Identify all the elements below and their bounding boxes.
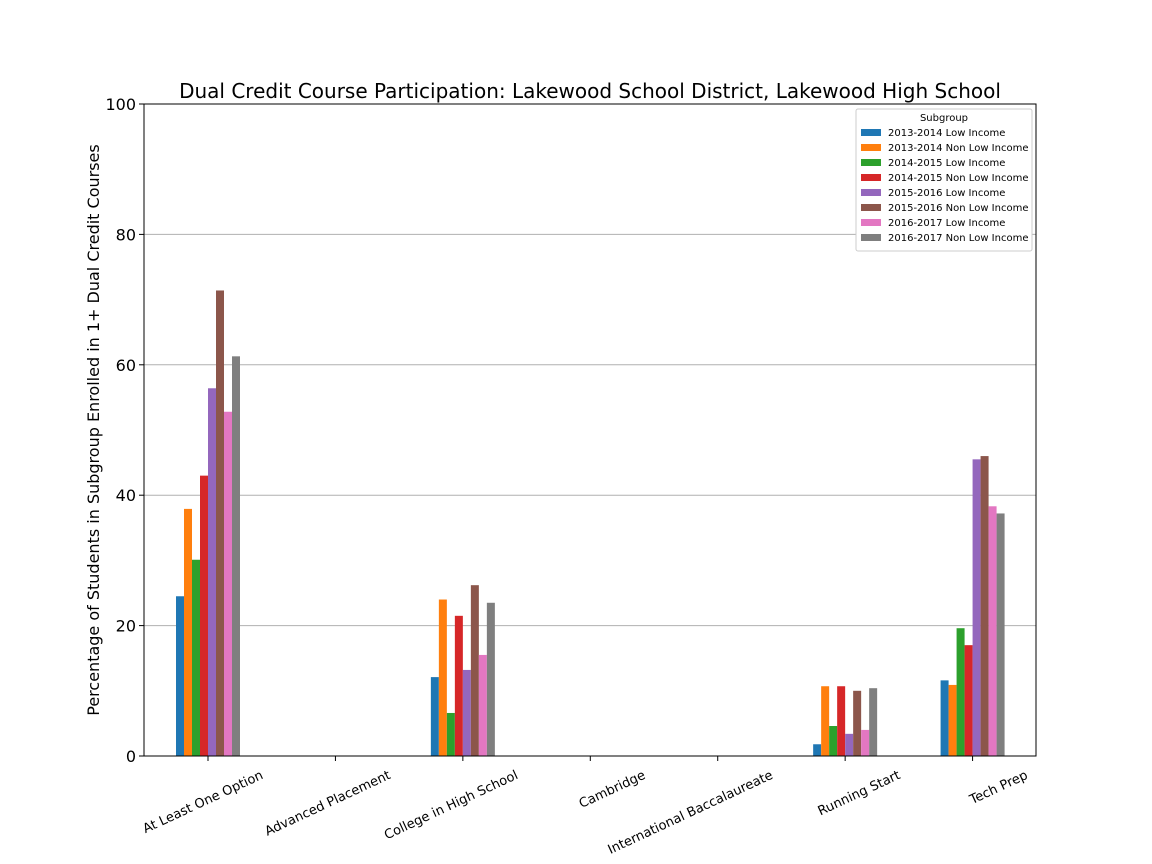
- bar: [829, 726, 838, 756]
- bar: [988, 506, 997, 756]
- bar: [184, 508, 192, 756]
- legend-entry: 2013-2014 Non Low Income: [888, 143, 1028, 154]
- bar: [462, 669, 471, 756]
- bar: [438, 599, 447, 756]
- y-tick-label: 0: [126, 747, 136, 766]
- x-tick-label: College in High School: [382, 768, 520, 843]
- gridlines: [144, 233, 1036, 627]
- y-tick-label: 100: [105, 95, 136, 114]
- x-tick-label: Tech Prep: [967, 768, 1031, 808]
- legend-title: Subgroup: [920, 113, 968, 124]
- x-tick-label: Running Start: [816, 768, 903, 819]
- y-tick-label: 60: [116, 356, 136, 375]
- x-tick-label: Cambridge: [577, 768, 648, 812]
- bar: [853, 690, 862, 756]
- legend-swatch: [861, 189, 881, 196]
- bar: [861, 729, 870, 756]
- bar: [232, 356, 240, 756]
- bar: [972, 459, 981, 756]
- y-tick-label: 40: [116, 486, 136, 505]
- legend-entry: 2016-2017 Low Income: [888, 218, 1005, 229]
- bar: [470, 585, 479, 756]
- bar: [430, 677, 439, 756]
- legend-entry: 2015-2016 Non Low Income: [888, 203, 1028, 214]
- bar: [996, 513, 1005, 756]
- legend-swatch: [861, 204, 881, 211]
- x-tick-label: Advanced Placement: [263, 768, 393, 839]
- bar: [224, 411, 232, 756]
- bar: [837, 686, 846, 756]
- y-tick-label: 80: [116, 225, 136, 244]
- bars: [176, 290, 1005, 756]
- bar: [192, 559, 200, 756]
- legend-swatch: [861, 159, 881, 166]
- bar: [478, 654, 487, 756]
- legend-box: [855, 108, 1033, 252]
- y-tick-label: 20: [116, 617, 136, 636]
- legend-entry: 2015-2016 Low Income: [888, 188, 1005, 199]
- bar: [813, 744, 822, 756]
- legend-swatch: [861, 219, 881, 226]
- bar: [446, 712, 455, 756]
- legend-entry: 2014-2015 Low Income: [888, 158, 1005, 169]
- legend-entry: 2014-2015 Non Low Income: [888, 173, 1028, 184]
- chart-title: Dual Credit Course Participation: Lakewo…: [179, 79, 1001, 103]
- legend-swatch: [861, 144, 881, 151]
- bar: [845, 733, 854, 756]
- bar: [940, 680, 949, 756]
- bar: [956, 628, 965, 756]
- x-tick-label: At Least One Option: [141, 768, 266, 837]
- bar: [200, 475, 208, 756]
- bar: [454, 615, 463, 756]
- legend: Subgroup 2013-2014 Low Income 2013-2014 No…: [855, 108, 1033, 252]
- legend-swatch: [861, 234, 881, 241]
- bar: [208, 388, 216, 756]
- bar: [821, 686, 830, 756]
- legend-swatch: [861, 129, 881, 136]
- legend-entry: 2013-2014 Low Income: [888, 128, 1005, 139]
- y-axis-label: Percentage of Students in Subgroup Enrol…: [84, 144, 103, 715]
- legend-entry: 2016-2017 Non Low Income: [888, 233, 1028, 244]
- bar: [216, 290, 224, 756]
- bar: [176, 596, 184, 756]
- bar: [948, 684, 957, 756]
- bar: [869, 688, 878, 756]
- legend-swatch: [861, 174, 881, 181]
- bar: [964, 645, 973, 756]
- bar: [486, 602, 495, 756]
- bar: [980, 456, 989, 756]
